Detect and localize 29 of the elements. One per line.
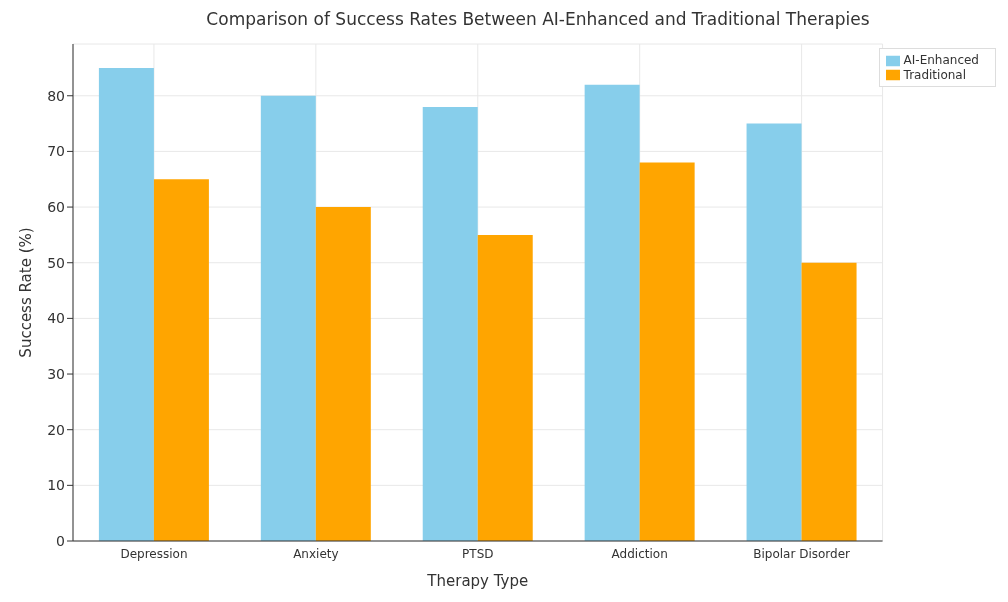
bar (315, 207, 371, 541)
bar (584, 84, 640, 541)
bar (422, 106, 478, 541)
x-tick-label: Bipolar Disorder (753, 546, 851, 561)
x-tick-label: Anxiety (293, 546, 339, 561)
bar (639, 162, 695, 541)
bar (153, 179, 209, 541)
x-tick-label: Addiction (611, 546, 668, 561)
bar (260, 95, 316, 541)
y-axis-title: Success Rate (%) (17, 227, 36, 358)
y-tick-label: 80 (47, 87, 65, 104)
bar (746, 123, 802, 541)
bar (801, 262, 857, 541)
y-tick-label: 60 (47, 199, 65, 216)
legend-label: AI-Enhanced (903, 53, 979, 67)
bar (477, 234, 533, 541)
y-tick-label: 70 (47, 143, 65, 160)
y-tick-label: 30 (47, 366, 65, 382)
x-tick-label: PTSD (462, 546, 494, 561)
y-tick-label: 50 (47, 254, 65, 271)
x-axis-title: Therapy Type (426, 572, 529, 590)
y-tick-label: 10 (47, 477, 65, 494)
bar (98, 67, 154, 541)
chart-title: Comparison of Success Rates Between AI-Enhanced and Traditional Therapies (205, 8, 871, 31)
x-tick-label: Depression (120, 546, 188, 561)
y-tick-label: 0 (56, 532, 65, 549)
legend-label: Traditional (903, 67, 967, 82)
y-tick-label: 40 (47, 310, 65, 327)
y-tick-label: 20 (47, 421, 65, 438)
